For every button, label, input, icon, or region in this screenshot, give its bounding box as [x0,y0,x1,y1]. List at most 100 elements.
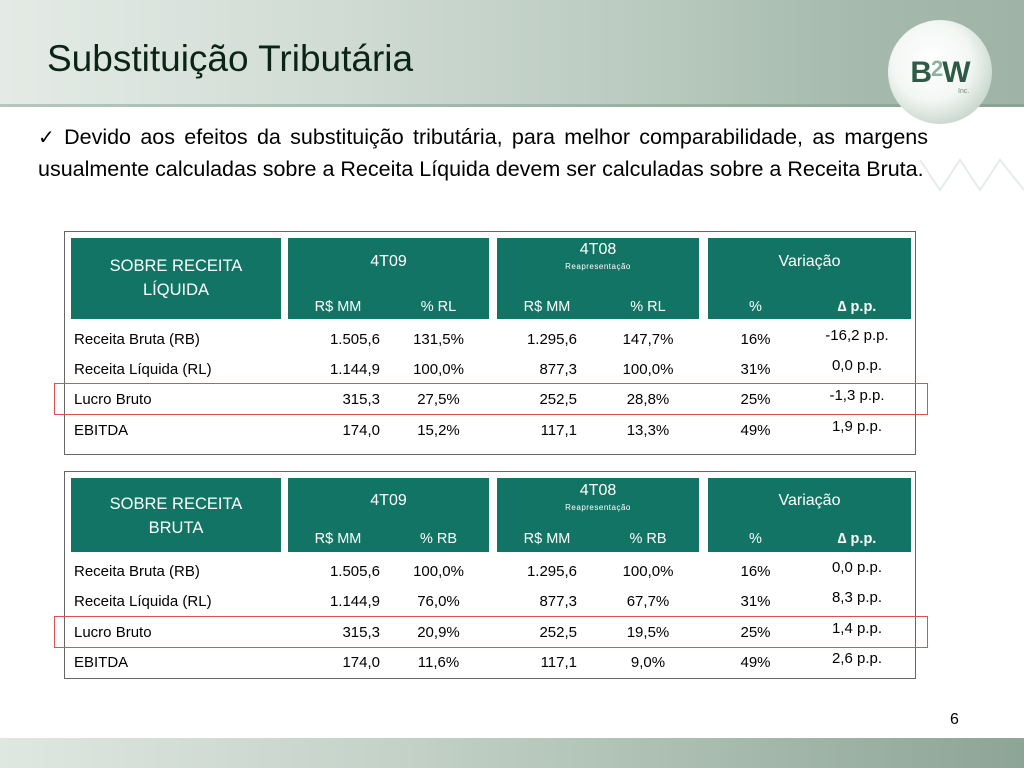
column-header: % [749,531,762,547]
value-cell: 0,0 p.p. [831,559,883,576]
value-cell: 100,0% [413,361,464,378]
column-header: % RL [420,299,457,315]
decorative-waves-icon [920,158,1024,192]
value-cell: -16,2 p.p. [825,327,889,344]
logo-letter-2: 2 [931,56,943,81]
table-row: EBITDA 174,0 15,2% 117,1 13,3% 49% 1,9 p… [65,416,915,446]
header-divider [0,104,1024,107]
value-cell: 2,6 p.p. [831,650,883,667]
column-header: R$ MM [314,531,362,547]
slide-title: Substituição Tributária [47,38,414,79]
value-cell: 1.295,6 [526,563,577,580]
table-row: Receita Líquida (RL) 1.144,9 100,0% 877,… [65,355,915,385]
column-header: ∆ p.p. [837,299,877,315]
header-block-4t08: 4T08 Reapresentação R$ MM % RB [497,478,699,552]
value-cell: 49% [740,422,771,439]
logo-text: B2W [888,56,992,90]
table-row: Lucro Bruto 315,3 20,9% 252,5 19,5% 25% … [65,618,915,648]
checkmark-icon: ✓ [38,127,59,149]
value-cell: 19,5% [626,624,670,641]
footer-band [0,738,1024,768]
logo-inc: Inc. [958,88,970,95]
value-cell: 76,0% [417,593,460,610]
value-cell: 67,7% [626,593,670,610]
value-cell: 117,1 [540,654,577,671]
value-cell: 252,5 [539,624,577,641]
value-cell: 174,0 [342,654,380,671]
column-header: R$ MM [314,299,362,315]
highlight-box-lucro-bruto [54,383,928,415]
value-cell: 315,3 [342,391,380,408]
column-header: % RL [630,299,666,315]
row-label: Receita Líquida (RL) [74,361,212,378]
value-cell: 100,0% [413,563,464,580]
row-label: Receita Líquida (RL) [74,593,212,610]
period-sublabel: Reapresentação [565,503,631,512]
logo-letter-b: B [910,56,932,89]
table-receita-liquida: SOBRE RECEITA LÍQUIDA 4T09 R$ MM % RL 4T… [64,231,916,455]
table-row: Receita Líquida (RL) 1.144,9 76,0% 877,3… [65,587,915,617]
value-cell: 174,0 [342,422,380,439]
value-cell: 100,0% [622,361,674,378]
column-header: % [749,299,762,315]
row-label: Receita Bruta (RB) [74,563,200,580]
table-row: Receita Bruta (RB) 1.505,6 131,5% 1.295,… [65,325,915,355]
value-cell: 877,3 [539,361,577,378]
value-cell: 1.505,6 [329,563,380,580]
header-block-title: SOBRE RECEITA LÍQUIDA [71,238,281,319]
table-row: EBITDA 174,0 11,6% 117,1 9,0% 49% 2,6 p.… [65,648,915,678]
column-header: R$ MM [523,299,571,315]
value-cell: 9,0% [630,654,666,671]
period-label: 4T09 [370,253,407,270]
highlight-box-lucro-bruto [54,616,928,648]
value-cell: -1,3 p.p. [829,387,885,404]
value-cell: 27,5% [417,391,460,408]
value-cell: 1.144,9 [329,593,380,610]
value-cell: 11,6% [417,654,460,671]
header-block-variacao: Variação % ∆ p.p. [708,478,911,552]
value-cell: 147,7% [622,331,674,348]
value-cell: 315,3 [342,624,380,641]
value-cell: 13,3% [626,422,670,439]
value-cell: 131,5% [413,331,464,348]
row-label: EBITDA [74,422,129,439]
table-title: SOBRE RECEITA BRUTA [109,495,243,537]
logo-letter-w: W [942,56,970,89]
value-cell: 1,9 p.p. [831,418,883,435]
value-cell: 8,3 p.p. [831,589,883,606]
value-cell: 1,4 p.p. [831,620,883,637]
row-label: EBITDA [74,654,129,671]
header-block-title: SOBRE RECEITA BRUTA [71,478,281,552]
value-cell: 117,1 [540,422,577,439]
column-header: R$ MM [523,531,571,547]
value-cell: 28,8% [626,391,670,408]
value-cell: 252,5 [539,391,577,408]
value-cell: 15,2% [417,422,460,439]
bullet-text: Devido aos efeitos da substituição tribu… [38,125,928,181]
value-cell: 16% [740,331,771,348]
table-row: Receita Bruta (RB) 1.505,6 100,0% 1.295,… [65,557,915,587]
period-label: 4T08 [579,241,617,258]
value-cell: 25% [740,624,771,641]
column-header: % RB [419,531,458,547]
value-cell: 877,3 [539,593,577,610]
period-label: 4T08 [579,482,617,499]
value-cell: 31% [740,593,771,610]
header-band [0,0,1024,106]
header-block-4t09: 4T09 R$ MM % RL [288,238,489,319]
header-block-variacao: Variação % ∆ p.p. [708,238,911,319]
value-cell: 25% [740,391,771,408]
value-cell: 0,0 p.p. [831,357,883,374]
row-label: Lucro Bruto [74,391,152,408]
table-title: SOBRE RECEITA LÍQUIDA [109,257,243,299]
column-header: % RB [629,531,667,547]
table-row: Lucro Bruto 315,3 27,5% 252,5 28,8% 25% … [65,385,915,415]
row-label: Lucro Bruto [74,624,152,641]
header-block-4t09: 4T09 R$ MM % RB [288,478,489,552]
period-label: Variação [778,253,841,270]
value-cell: 31% [740,361,771,378]
value-cell: 1.295,6 [526,331,577,348]
table-receita-bruta: SOBRE RECEITA BRUTA 4T09 R$ MM % RB 4T08… [64,471,916,679]
period-sublabel: Reapresentação [565,262,631,271]
column-header: ∆ p.p. [837,531,877,547]
